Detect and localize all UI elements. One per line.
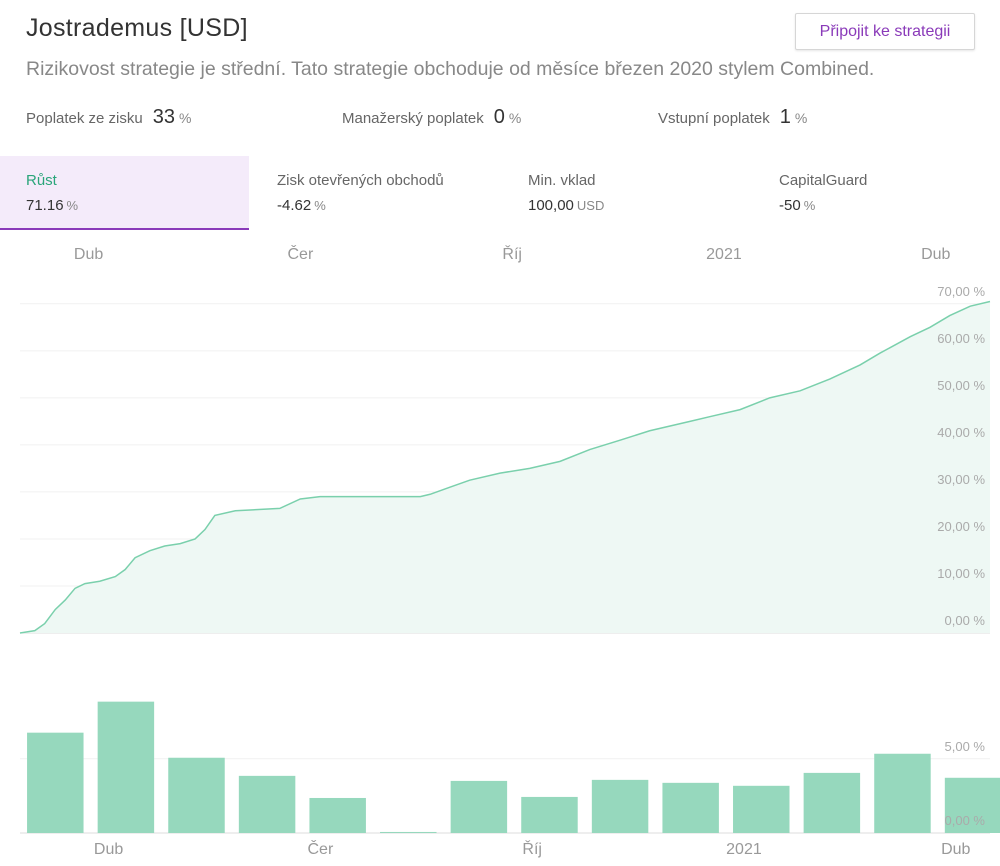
x-tick-label: 2021: [726, 841, 762, 858]
stat-label: Zisk otevřených obchodů: [277, 172, 444, 189]
bar: [27, 732, 84, 833]
area: [20, 301, 990, 633]
stat-value: 100,00: [528, 197, 574, 214]
fee-unit: %: [508, 110, 522, 126]
bar: [662, 782, 719, 833]
fee-unit: %: [794, 110, 808, 126]
y-tick-label: 5,00 %: [945, 739, 986, 754]
x-tick-label: Říj: [522, 839, 542, 858]
stat-label: CapitalGuard: [779, 172, 868, 189]
bar: [944, 777, 1000, 833]
bar: [97, 701, 155, 833]
stat-tab[interactable]: Růst 71.16%: [0, 156, 249, 230]
x-tick-label: Čer: [307, 839, 333, 858]
y-tick-label: 0,00 %: [945, 613, 986, 628]
bar: [238, 775, 296, 833]
y-tick-label: 10,00 %: [937, 566, 985, 581]
x-tick-label: Říj: [502, 244, 522, 263]
subtitle: Rizikovost strategie je střední. Tato st…: [26, 58, 875, 80]
bar: [591, 779, 649, 833]
fee: Manažerský poplatek 0%: [342, 106, 521, 129]
stat-value: -4.62: [277, 197, 312, 214]
fee-label: Manažerský poplatek: [342, 110, 484, 127]
fee-unit: %: [178, 110, 192, 126]
bar: [733, 785, 790, 833]
stat-label: Růst: [26, 172, 57, 189]
stat-tab[interactable]: CapitalGuard -50%: [753, 156, 1000, 230]
stat-value: -50: [779, 197, 801, 214]
y-tick-label: 40,00 %: [937, 425, 985, 440]
fee-value: 33: [152, 106, 175, 128]
line: [19, 300, 991, 634]
stat-value-row: -4.62%: [277, 197, 500, 214]
y-tick-label: 20,00 %: [937, 519, 985, 534]
bar: [874, 753, 931, 833]
bar: [450, 780, 508, 833]
fee-value: 1: [779, 106, 791, 128]
fee: Vstupní poplatek 1%: [658, 106, 807, 129]
bar: [521, 796, 578, 833]
bar: [168, 757, 225, 833]
stat-tab[interactable]: Zisk otevřených obchodů -4.62%: [251, 156, 500, 230]
y-tick-label: 50,00 %: [937, 378, 985, 393]
stat-value-row: -50%: [779, 197, 1000, 214]
stat-unit: %: [314, 198, 326, 213]
y-tick-label: 30,00 %: [937, 472, 985, 487]
y-tick-label: 60,00 %: [937, 331, 985, 346]
fee-value: 0: [493, 106, 505, 128]
stat-value-row: 100,00 USD: [528, 197, 751, 214]
y-tick-label: 0,00 %: [945, 813, 986, 828]
stat-unit: %: [66, 198, 79, 213]
stat-unit: %: [803, 198, 816, 213]
bar: [380, 831, 437, 833]
x-tick-label: Dub: [941, 841, 970, 858]
stat-value: 71.16: [26, 197, 64, 214]
x-tick-label: Dub: [921, 246, 950, 263]
bar: [309, 797, 366, 833]
fee: Poplatek ze zisku 33%: [26, 106, 191, 129]
x-tick-label: Dub: [74, 246, 103, 263]
x-tick-label: Čer: [287, 244, 313, 263]
y-tick-label: 70,00 %: [937, 284, 985, 299]
fee-label: Vstupní poplatek: [658, 110, 770, 127]
stat-label: Min. vklad: [528, 172, 596, 189]
bar: [803, 772, 861, 833]
stat-unit: USD: [576, 198, 605, 213]
stat-value-row: 71.16%: [26, 197, 249, 214]
x-tick-label: Dub: [94, 841, 123, 858]
join-button[interactable]: Připojit ke strategii: [795, 13, 975, 50]
x-tick-label: 2021: [706, 246, 742, 263]
fee-label: Poplatek ze zisku: [26, 110, 143, 127]
strategy-title: Jostrademus [USD]: [26, 14, 248, 42]
stat-tab[interactable]: Min. vklad 100,00 USD: [502, 156, 751, 230]
